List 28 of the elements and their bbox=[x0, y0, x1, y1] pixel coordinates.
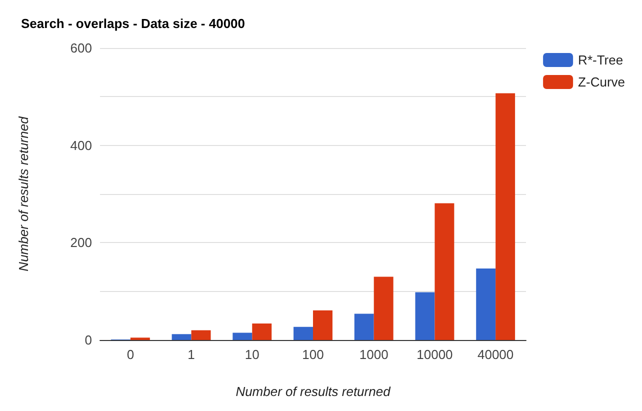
bar bbox=[191, 330, 211, 340]
y-tick-label: 0 bbox=[84, 332, 92, 348]
bar bbox=[496, 93, 516, 340]
x-tick-label: 10000 bbox=[416, 347, 453, 362]
y-tick-label: 600 bbox=[70, 40, 92, 56]
x-tick-label: 40000 bbox=[477, 347, 514, 362]
bar bbox=[294, 326, 313, 340]
x-axis-title: Number of results returned bbox=[236, 384, 392, 399]
bar bbox=[374, 276, 394, 340]
legend-label: Z-Curve bbox=[578, 74, 626, 90]
legend-label: R*-Tree bbox=[578, 52, 624, 68]
bar bbox=[476, 268, 496, 340]
y-axis-title: Number of results returned bbox=[16, 116, 31, 272]
x-tick-label: 0 bbox=[126, 347, 134, 362]
bar bbox=[232, 332, 252, 340]
bar bbox=[172, 334, 192, 340]
bar bbox=[313, 310, 332, 340]
chart-title: Search - overlaps - Data size - 40000 bbox=[21, 16, 246, 31]
bar bbox=[415, 292, 435, 340]
x-tick-label: 1 bbox=[188, 347, 195, 362]
y-tick-label: 200 bbox=[70, 235, 92, 250]
x-tick-label: 100 bbox=[302, 347, 324, 362]
x-tick-label: 10 bbox=[244, 347, 260, 362]
bar bbox=[434, 203, 454, 340]
bar bbox=[354, 314, 374, 340]
bar bbox=[252, 323, 272, 340]
x-tick-label: 1000 bbox=[359, 347, 388, 362]
y-tick-label: 400 bbox=[70, 138, 92, 153]
